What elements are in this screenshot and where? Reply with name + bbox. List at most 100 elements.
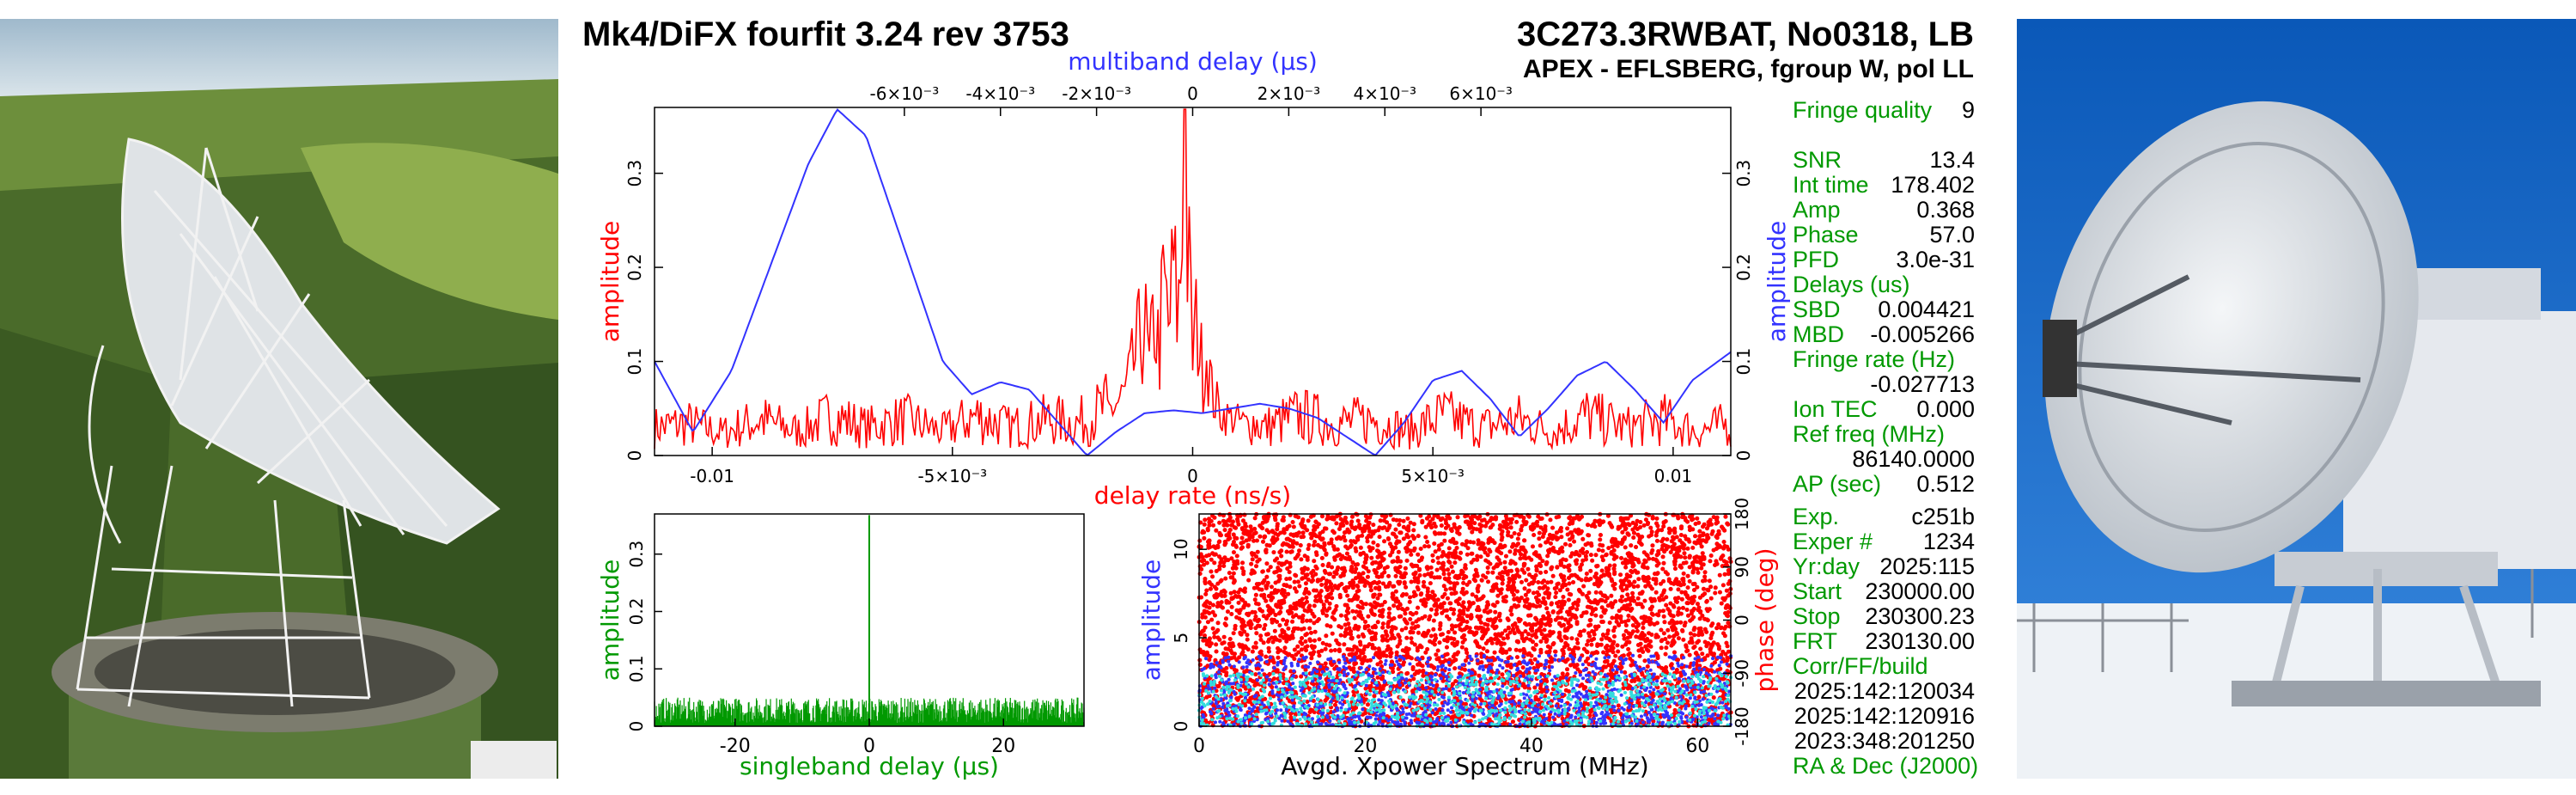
multiband-delay-x-tick-label: 6×10⁻³ (1449, 83, 1513, 104)
stat-label-yrday: Yr:day (1793, 553, 1860, 579)
multiband-delay-x-tick-label: -2×10⁻³ (1062, 83, 1131, 104)
delay-rate-series-line (654, 108, 1732, 451)
stat-label-amp: Amp (1793, 197, 1841, 223)
xpower-x-tick-label: 40 (1519, 736, 1544, 757)
xpower-y2-axis-label: phase (deg) (1751, 547, 1779, 692)
xpower-y2-tick-label: 90 (1732, 556, 1752, 578)
stat-label-int-time: Int time (1793, 172, 1869, 198)
singleband-y-tick-label: 0.3 (626, 541, 647, 568)
multiband-delay-y-axis-label: amplitude (1763, 221, 1791, 343)
stat-label-radec: RA & Dec (J2000) (1793, 753, 1979, 779)
singleband-x-tick-label: 0 (863, 736, 875, 757)
xpower-y-tick-label: 10 (1171, 538, 1191, 560)
stat-value-amp: 0.368 (1916, 197, 1975, 223)
stat-value-snr: 13.4 (1929, 147, 1975, 173)
delay-rate-plot-frame (654, 107, 1732, 456)
multiband-delay-series-line (654, 108, 1732, 456)
delay-rate-y-axis-label: amplitude (596, 221, 624, 343)
xpower-y2-tick-label: -90 (1732, 659, 1752, 688)
delay-rate-x-tick-label: 0 (1187, 466, 1198, 486)
singleband-y-axis-label: amplitude (596, 560, 624, 682)
stat-label-phase: Phase (1793, 222, 1859, 248)
singleband-y-tick-label: 0.2 (626, 598, 647, 626)
stat-value-pfd: 3.0e-31 (1896, 247, 1975, 272)
source-title: 3C273.3RWBAT, No0318, LB (1516, 15, 1974, 53)
stat-value-frt: 230130.00 (1865, 628, 1975, 654)
stat-label-snr: SNR (1793, 147, 1842, 173)
xpower-amplitude-cyan-points (1197, 671, 1733, 728)
stat-label-ion-tec: Ion TEC (1793, 396, 1878, 422)
stat-value-exp: c251b (1911, 504, 1975, 529)
effelsberg-telescope-photo (0, 19, 558, 779)
xpower-x-axis-label: Avgd. Xpower Spectrum (MHz) (1281, 752, 1648, 780)
stat-value-sbd: 0.004421 (1878, 297, 1975, 322)
stat-value-fringe-quality: 9 (1961, 97, 1975, 123)
apex-telescope-photo (2017, 19, 2576, 779)
baseline-subtitle: APEX - EFLSBERG, fgroup W, pol LL (1523, 55, 1974, 83)
multiband-delay-x-axis-label: multiband delay (μs) (1068, 47, 1318, 76)
singleband-y-tick-label: 0 (626, 721, 647, 732)
xpower-y-tick-label: 5 (1171, 633, 1191, 644)
stat-value-corr-1: 2025:142:120034 (1793, 678, 1975, 704)
stat-label-fringe-quality: Fringe quality (1793, 97, 1933, 123)
delay-rate-y2-tick-label: 0 (1733, 450, 1754, 462)
stat-value-yrday: 2025:115 (1879, 553, 1975, 579)
delay-rate-x-tick-label: -0.01 (690, 466, 734, 486)
stat-label-start: Start (1793, 578, 1842, 604)
singleband-x-axis-label: singleband delay (μs) (740, 752, 999, 780)
multiband-delay-x-tick-label: -4×10⁻³ (965, 83, 1035, 104)
stat-label-mbd: MBD (1793, 321, 1844, 347)
stat-label-pfd: PFD (1793, 247, 1839, 272)
delay-rate-x-tick-label: 0.01 (1654, 466, 1693, 486)
stat-value-corr-2: 2025:142:120916 (1793, 703, 1975, 729)
multiband-delay-x-tick-label: 0 (1187, 83, 1198, 104)
stat-label-exper: Exper # (1793, 529, 1873, 554)
stat-label-frt: FRT (1793, 628, 1837, 654)
stat-label-stop: Stop (1793, 603, 1841, 629)
stat-value-exper: 1234 (1922, 529, 1975, 554)
stat-value-stop: 230300.23 (1865, 603, 1975, 629)
delay-rate-y2-tick-label: 0.2 (1733, 254, 1754, 281)
xpower-y2-tick-label: -180 (1732, 706, 1752, 745)
xpower-y-axis-label: amplitude (1137, 560, 1166, 682)
delay-rate-x-tick-label: -5×10⁻³ (917, 466, 987, 486)
stat-label-delays: Delays (us) (1793, 272, 1910, 297)
xpower-y2-tick-label: 180 (1732, 498, 1752, 530)
delay-rate-x-tick-label: 5×10⁻³ (1401, 466, 1465, 486)
stat-value-int-time: 178.402 (1891, 172, 1975, 198)
xpower-x-tick-label: 60 (1685, 736, 1709, 757)
multiband-delay-x-tick-label: 2×10⁻³ (1258, 83, 1321, 104)
xpower-y2-tick-label: 0 (1732, 615, 1752, 626)
page-title: Mk4/DiFX fourfit 3.24 rev 3753 (582, 15, 1069, 53)
singleband-x-tick-label: -20 (720, 736, 751, 757)
stat-label-ap: AP (sec) (1793, 471, 1882, 497)
delay-rate-y2-tick-label: 0.3 (1733, 160, 1754, 187)
stat-label-exp: Exp. (1793, 504, 1840, 529)
xpower-y-tick-label: 0 (1171, 721, 1191, 732)
stat-value-start: 230000.00 (1865, 578, 1975, 604)
stat-value-ion-tec: 0.000 (1916, 396, 1975, 422)
delay-rate-y-tick-label: 0.3 (624, 160, 645, 187)
stat-value-mbd: -0.005266 (1870, 321, 1975, 347)
stat-label-fringe-rate: Fringe rate (Hz) (1793, 346, 1956, 372)
xpower-x-tick-label: 20 (1353, 736, 1377, 757)
delay-rate-y-tick-label: 0 (624, 450, 645, 462)
delay-rate-y2-tick-label: 0.1 (1733, 348, 1754, 376)
multiband-delay-x-tick-label: -6×10⁻³ (870, 83, 940, 104)
singleband-x-tick-label: 20 (991, 736, 1015, 757)
delay-rate-y-tick-label: 0.2 (624, 254, 645, 281)
stat-value-ap: 0.512 (1916, 471, 1975, 497)
stat-value-phase: 57.0 (1929, 222, 1975, 248)
xpower-x-tick-label: 0 (1193, 736, 1205, 757)
delay-rate-x-axis-label: delay rate (ns/s) (1094, 481, 1291, 510)
stat-label-corr: Corr/FF/build (1793, 653, 1928, 679)
delay-rate-y-tick-label: 0.1 (624, 348, 645, 376)
singleband-y-tick-label: 0.1 (626, 655, 647, 682)
stat-label-sbd: SBD (1793, 297, 1841, 322)
stat-value-corr-3: 2023:348:201250 (1793, 728, 1975, 754)
multiband-delay-x-tick-label: 4×10⁻³ (1353, 83, 1416, 104)
stat-label-ref-freq: Ref freq (MHz) (1793, 421, 1946, 447)
stat-value-fringe-rate: -0.027713 (1870, 371, 1975, 397)
stat-value-ref-freq: 86140.0000 (1852, 446, 1975, 472)
